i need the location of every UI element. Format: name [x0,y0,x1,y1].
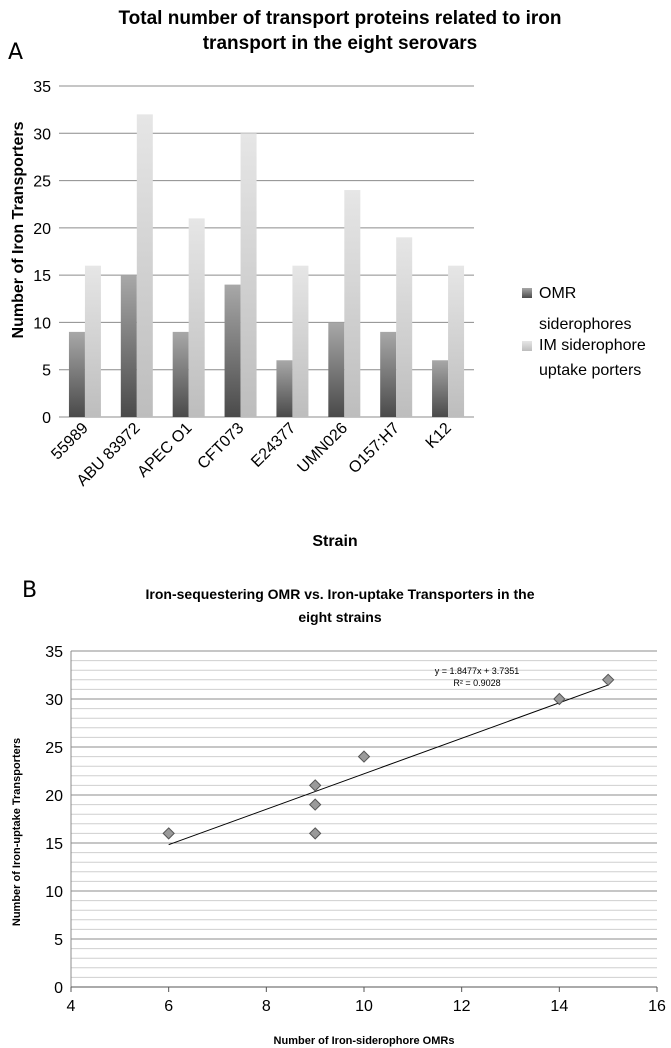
x-tick-label: K12 [423,420,455,452]
y-tick-label: 30 [33,126,51,143]
x-tick-label: 8 [262,998,271,1015]
data-point [308,798,322,811]
x-tick-label: 14 [550,998,568,1015]
bar-im [240,133,257,418]
data-point [553,692,566,706]
legend-label-omr-line1: OMR [539,285,576,302]
panel-a-label: A [8,40,24,65]
bar-im [136,114,153,417]
chart-a-legend: OMR siderophores IM siderophore uptake p… [522,285,646,379]
data-point [308,827,322,840]
bar-im [84,265,101,417]
y-tick-label: 5 [54,932,63,949]
y-tick-label: 25 [45,740,63,757]
x-tick-label: APEC O1 [134,420,195,481]
bar-im [448,265,465,417]
y-tick-label: 0 [54,980,63,997]
legend-swatch-im [522,341,532,351]
bar-omr [276,360,293,417]
y-tick-label: 20 [33,221,51,238]
chart-a-title: Total number of transport proteins relat… [118,8,562,54]
data-point [308,779,322,792]
y-tick-label: 35 [33,79,51,96]
y-tick-label: 10 [33,315,51,332]
bar-omr [120,275,137,417]
data-point [601,673,615,687]
y-tick-label: 15 [33,268,51,285]
x-tick-label: E24377 [248,420,299,471]
bar-im [188,218,205,417]
x-tick-label: 4 [67,998,76,1015]
legend-label-im-line1: IM siderophore [539,337,646,354]
bar-omr [432,360,449,417]
x-tick-label: 10 [355,998,373,1015]
data-point [162,827,175,840]
y-tick-label: 15 [45,836,63,853]
y-tick-label: 35 [45,644,63,661]
y-tick-label: 20 [45,788,63,805]
x-tick-label: 16 [648,998,666,1015]
x-tick-label: 55989 [48,420,92,464]
chart-b-title-line2: eight strains [298,609,382,625]
chart-b-title-line1: Iron-sequestering OMR vs. Iron-uptake Tr… [145,586,535,602]
chart-b-ylabel: Number of Iron-uptake Transporters [11,738,23,926]
y-tick-label: 30 [45,692,63,709]
x-tick-label: O157:H7 [346,420,403,477]
chart-b-r-squared: R² = 0.9028 [453,678,500,688]
chart-b-xlabel: Number of Iron-siderophore OMRs [274,1035,455,1047]
trendline [168,684,609,846]
y-tick-label: 0 [42,410,51,427]
bar-im [396,237,413,417]
legend-label-im-line2: uptake porters [539,362,641,379]
bar-omr [68,331,85,417]
x-tick-label: CFT073 [195,420,248,473]
x-tick-label: 6 [164,998,173,1015]
bar-omr [328,322,345,417]
bar-omr [172,331,189,417]
chart-a-xlabel: Strain [312,533,357,550]
legend-swatch-omr [522,288,532,298]
x-tick-label: 12 [453,998,471,1015]
bar-omr [380,331,397,417]
panel-b-label: B [22,578,38,603]
y-tick-label: 10 [45,884,63,901]
bar-im [292,265,309,417]
chart-a-ylabel: Number of Iron Transporters [10,121,27,338]
legend-label-omr-line2: siderophores [539,316,632,333]
bar-omr [224,284,241,417]
data-point [357,750,371,763]
y-tick-label: 25 [33,174,51,191]
x-tick-label: UMN026 [294,420,351,477]
y-tick-label: 5 [42,363,51,380]
chart-b: 0 5 10 15 20 25 30 35 4 6 8 10 12 14 16 y = 1.8477x +… [11,644,666,1047]
bar-im [344,190,361,417]
chart-b-equation: y = 1.8477x + 3.7351 [435,666,520,676]
